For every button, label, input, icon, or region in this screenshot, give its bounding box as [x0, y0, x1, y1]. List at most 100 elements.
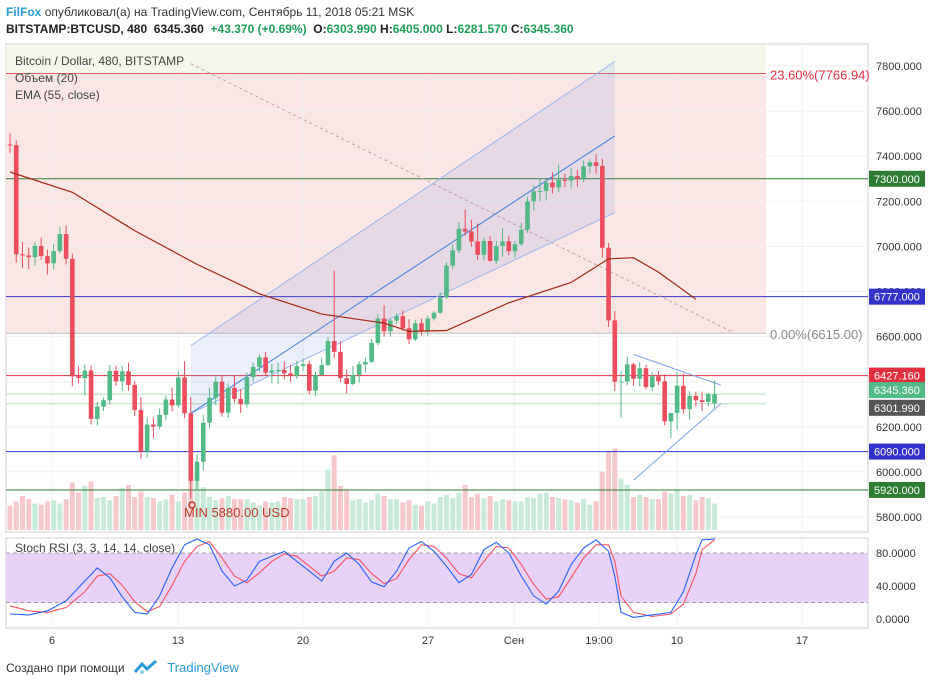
y-tick-label: 6200.000 — [876, 422, 922, 434]
candle-body — [288, 373, 293, 376]
volume-bar — [475, 493, 481, 530]
high-value: 6405.000 — [392, 22, 443, 36]
candle-body — [344, 378, 349, 384]
stoch-tick-label: 0.0000 — [876, 614, 910, 626]
candle-body — [481, 240, 487, 255]
candle-body — [456, 228, 462, 251]
volume-bar — [269, 502, 275, 530]
volume-bar — [263, 501, 269, 530]
stoch-legend[interactable]: Stoch RSI (3, 3, 14, 14, close) — [15, 541, 176, 555]
fib-zone-upper — [6, 45, 766, 74]
legend-ema: EMA (55, close) — [15, 88, 100, 102]
volume-bar — [655, 499, 661, 530]
candle-body — [151, 424, 156, 427]
publisher-name[interactable]: FilFox — [6, 5, 42, 19]
candle-body — [169, 399, 175, 406]
candle-body — [126, 371, 131, 385]
candle-body — [194, 461, 200, 481]
candle-body — [668, 413, 674, 422]
candle-body — [543, 182, 549, 191]
low-value: 6281.570 — [457, 22, 508, 36]
candle-body — [450, 250, 455, 266]
candle-body — [313, 374, 318, 391]
channel-upper — [190, 61, 616, 347]
chart-legend[interactable]: Bitcoin / Dollar, 480, BITSTAMP Объем (2… — [15, 53, 184, 104]
volume-bar — [319, 491, 325, 530]
price-change: +43.370 (+0.69%) — [210, 22, 307, 36]
candle-body — [693, 395, 699, 401]
volume-bar — [82, 486, 88, 530]
volume-bar — [705, 498, 711, 530]
candle-body — [575, 176, 580, 179]
volume-bar — [76, 492, 82, 530]
candle-body — [32, 245, 38, 258]
candle-body — [213, 381, 219, 398]
candle-body — [325, 341, 331, 366]
volume-bar — [144, 497, 150, 530]
level-price-label: 6777.000 — [874, 292, 920, 304]
volume-bar — [119, 488, 125, 530]
candle-body — [712, 394, 717, 404]
candle-body — [207, 397, 212, 423]
made-with-text: Создано при помощи — [6, 661, 125, 675]
stoch-tick-label: 40.0000 — [876, 581, 916, 593]
volume-bar — [456, 492, 462, 530]
candle-body — [257, 357, 262, 367]
volume-bar — [387, 499, 393, 530]
high-label: H: — [380, 22, 393, 36]
volume-bar — [581, 499, 587, 530]
candle-body — [225, 387, 231, 413]
candle-body — [232, 387, 237, 399]
candle-body — [350, 374, 356, 384]
candle-body — [244, 377, 250, 405]
tradingview-link[interactable]: TradingView — [167, 660, 239, 675]
stoch-line-k — [9, 538, 715, 618]
volume-bar — [194, 471, 200, 530]
volume-bar — [63, 499, 69, 530]
volume-bar — [481, 498, 487, 530]
candle-body — [88, 370, 94, 419]
volume-bar — [375, 493, 381, 530]
candle-body — [525, 201, 530, 230]
candle-body — [176, 377, 181, 406]
tradingview-logo-icon[interactable] — [133, 660, 158, 677]
candle-body — [101, 400, 106, 407]
candle-body — [475, 241, 480, 255]
volume-bar — [531, 498, 537, 530]
candle-body — [637, 368, 643, 379]
x-tick-label: 19:00 — [585, 635, 613, 647]
legend-volume: Объем (20) — [15, 71, 78, 85]
candle-body — [363, 361, 368, 365]
candle-body — [132, 384, 137, 410]
volume-bar — [662, 491, 668, 530]
candle-body — [687, 395, 692, 410]
candle-body — [250, 366, 256, 378]
volume-bar — [256, 505, 262, 530]
volume-bar — [668, 493, 674, 530]
candle-body — [294, 365, 300, 376]
y-tick-label: 7200.000 — [876, 196, 922, 208]
volume-bar — [125, 484, 131, 530]
x-tick-label: 10 — [671, 635, 683, 647]
volume-bar — [244, 499, 250, 530]
volume-bar — [462, 484, 468, 530]
triangle-upper — [633, 353, 721, 386]
candle-body — [394, 316, 399, 321]
volume-bar — [712, 503, 718, 530]
candle-body — [568, 176, 574, 181]
volume-bar — [213, 500, 219, 530]
volume-bar — [356, 499, 362, 530]
min-marker-icon — [188, 501, 196, 509]
volume-bar — [599, 471, 605, 530]
current-price-label: 6345.360 — [874, 385, 920, 397]
volume-bar — [624, 484, 630, 530]
candle-body — [656, 376, 661, 382]
candle-body — [500, 241, 505, 247]
candle-body — [238, 398, 243, 405]
volume-bar — [175, 501, 181, 530]
volume-bar — [344, 490, 350, 530]
fib-trend-line — [190, 63, 734, 333]
candle-body — [369, 342, 374, 362]
volume-bar — [400, 502, 406, 530]
